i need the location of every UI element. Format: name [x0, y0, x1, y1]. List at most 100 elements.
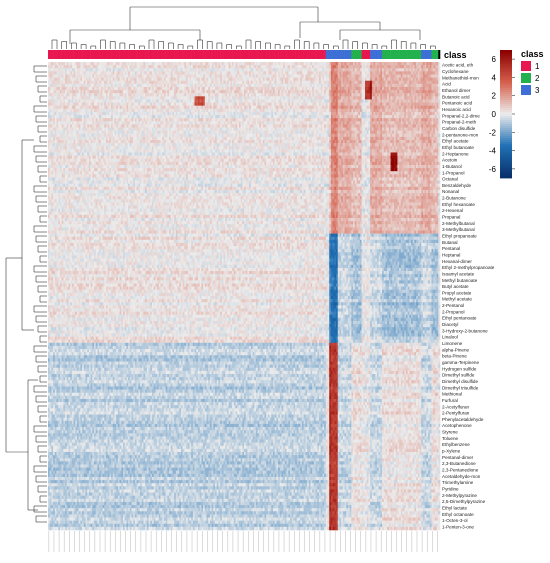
heatmap-cell	[268, 112, 270, 115]
class-bar-cell	[307, 50, 309, 59]
heatmap-cell	[62, 109, 64, 112]
heatmap-cell	[292, 87, 294, 90]
heatmap-cell	[346, 112, 348, 115]
heatmap-cell	[189, 121, 191, 124]
class-bar-cell	[438, 50, 440, 59]
heatmap-cell	[65, 90, 67, 93]
heatmap-cell	[123, 81, 125, 84]
class-bar-cell	[135, 50, 137, 59]
class-bar-cell	[167, 50, 169, 59]
heatmap-cell	[425, 65, 427, 68]
heatmap-cell	[96, 96, 98, 99]
heatmap-cell	[414, 115, 416, 118]
heatmap-cell	[253, 78, 255, 81]
class-bar-cell	[65, 50, 67, 59]
heatmap-cell	[169, 78, 171, 81]
heatmap-cell	[68, 78, 70, 81]
heatmap-cell	[391, 103, 393, 106]
heatmap-cell	[174, 109, 176, 112]
heatmap-cell	[336, 84, 338, 87]
heatmap-cell	[72, 78, 74, 81]
heatmap-cell	[101, 62, 103, 65]
heatmap-cell	[218, 121, 220, 124]
heatmap-cell	[297, 84, 299, 87]
heatmap-cell	[264, 68, 266, 71]
heatmap-cell	[391, 62, 393, 65]
class-bar-cell	[150, 50, 152, 59]
heatmap-cell	[101, 106, 103, 109]
heatmap-cell	[53, 84, 55, 87]
class-bar-cell	[53, 50, 55, 59]
heatmap-cell	[425, 115, 427, 118]
heatmap-cell	[207, 106, 209, 109]
class-bar-cell	[406, 50, 408, 59]
heatmap-cell	[355, 103, 357, 106]
heatmap-cell	[147, 62, 149, 65]
heatmap-cell	[394, 81, 396, 84]
heatmap-cell	[118, 81, 120, 84]
heatmap-cell	[198, 87, 200, 90]
heatmap-cell	[324, 118, 326, 121]
heatmap-cell	[391, 93, 393, 96]
heatmap-cell	[403, 93, 405, 96]
heatmap-cell	[218, 74, 220, 77]
heatmap-cell	[319, 65, 321, 68]
heatmap-cell	[80, 65, 82, 68]
heatmap-cell	[201, 121, 203, 124]
heatmap-cell	[304, 90, 306, 93]
heatmap-cell	[94, 65, 96, 68]
heatmap-cell	[186, 99, 188, 102]
heatmap-cell	[351, 68, 353, 71]
heatmap-cell	[375, 115, 377, 118]
heatmap-cell	[210, 109, 212, 112]
heatmap-cell	[183, 118, 185, 121]
heatmap-cell	[57, 84, 59, 87]
heatmap-cell	[288, 99, 290, 102]
heatmap-cell	[80, 121, 82, 124]
heatmap-cell	[300, 93, 302, 96]
heatmap-cell	[212, 62, 214, 65]
heatmap-cell	[346, 81, 348, 84]
heatmap-cell	[164, 99, 166, 102]
heatmap-cell	[258, 62, 260, 65]
heatmap-cell	[96, 84, 98, 87]
heatmap-cell	[370, 115, 372, 118]
heatmap-cell	[307, 81, 309, 84]
heatmap-cell	[328, 78, 330, 81]
heatmap-cell	[147, 68, 149, 71]
heatmap-cell	[150, 81, 152, 84]
heatmap-cell	[118, 96, 120, 99]
heatmap-cell	[394, 62, 396, 65]
heatmap-cell	[210, 115, 212, 118]
heatmap-cell	[268, 81, 270, 84]
heatmap-cell	[162, 109, 164, 112]
heatmap-cell	[418, 99, 420, 102]
heatmap-cell	[150, 65, 152, 68]
class-bar-cell	[111, 50, 113, 59]
heatmap-cell	[147, 65, 149, 68]
heatmap-cell	[418, 93, 420, 96]
heatmap-cell	[96, 93, 98, 96]
heatmap-cell	[213, 78, 215, 81]
heatmap-cell	[111, 65, 113, 68]
heatmap-cell	[193, 103, 195, 106]
heatmap-cell	[198, 112, 200, 115]
heatmap-cell	[403, 81, 405, 84]
heatmap-cell	[237, 96, 239, 99]
heatmap-cell	[96, 62, 98, 65]
heatmap-cell	[225, 112, 227, 115]
heatmap-cell	[406, 118, 408, 121]
heatmap-cell	[225, 96, 227, 99]
heatmap-cell	[438, 81, 440, 84]
heatmap-cell	[87, 78, 89, 81]
heatmap-cell	[418, 68, 420, 71]
heatmap-cell	[363, 65, 365, 68]
class-bar-cell	[336, 50, 338, 59]
heatmap-cell	[92, 74, 94, 77]
heatmap-cell	[343, 115, 345, 118]
heatmap-cell	[433, 96, 435, 99]
heatmap-cell	[391, 78, 393, 81]
heatmap-cell	[123, 103, 125, 106]
heatmap-cell	[92, 115, 94, 118]
heatmap-cell	[300, 112, 302, 115]
